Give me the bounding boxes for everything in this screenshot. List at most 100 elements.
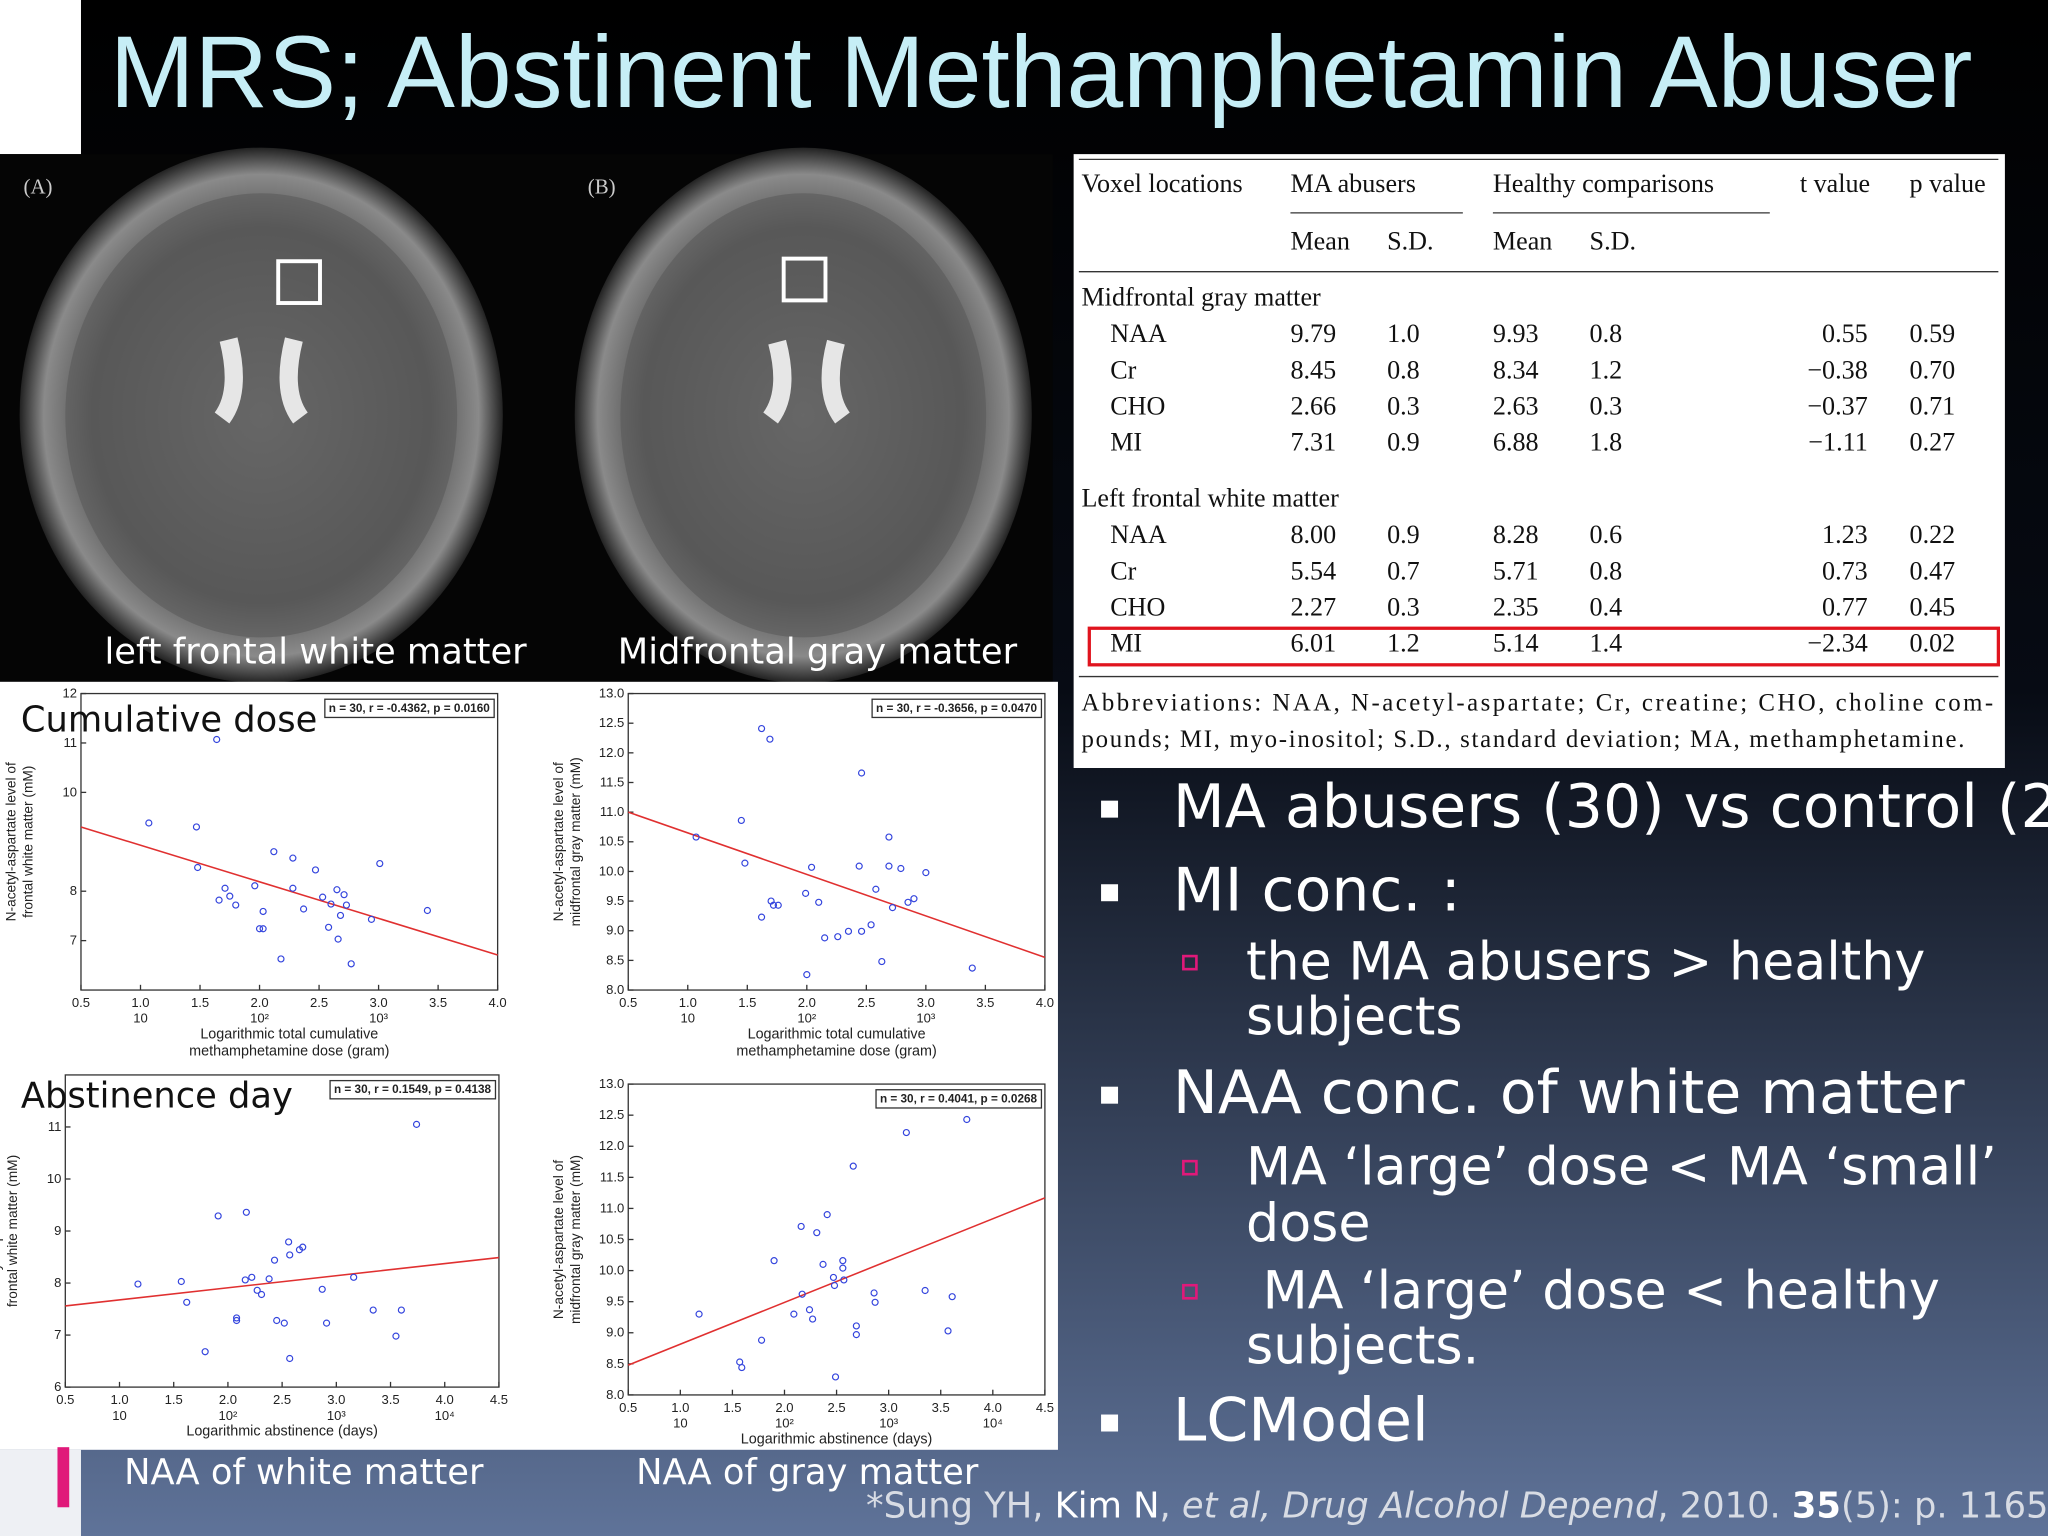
x-tick-label: 1.0: [679, 995, 697, 1010]
data-point: [367, 915, 376, 923]
data-point: [423, 906, 431, 915]
x-tick-label: 4.0: [489, 995, 507, 1010]
table-cell: −0.37: [1807, 392, 1867, 421]
table-cell: 0.73: [1822, 556, 1868, 585]
scatter-chart: 7 8 10 11 12 0.5 1.0 1.5 2.0 2.5 3.0 3.5 4.0 10 10² 10³…: [4, 685, 507, 1059]
citation-part: (5): p. 1165-73: [1841, 1486, 2048, 1527]
table-cell: Cr: [1110, 556, 1136, 585]
data-point: [922, 869, 930, 877]
sub-bullet-marker: [1182, 1159, 1198, 1176]
data-point: [968, 964, 976, 972]
sub-bullet-text: MA ‘large’ dose < MA ‘small’: [1246, 1138, 1997, 1198]
x-tick-label: 1.5: [723, 1400, 741, 1415]
x-tick-label: 0.5: [619, 1400, 637, 1415]
sub-bullet-text: subjects.: [1246, 1317, 1479, 1377]
subcolumn-header: S.D.: [1387, 226, 1433, 255]
data-point: [737, 816, 745, 825]
data-point: [232, 1316, 241, 1325]
data-point: [692, 833, 700, 841]
table-cell: 2.35: [1493, 592, 1539, 621]
table-cell: 0.22: [1910, 520, 1956, 549]
x-tick-label: 3.5: [429, 995, 447, 1010]
x-tick-label: 3.0: [880, 1400, 898, 1415]
data-point: [336, 911, 345, 920]
data-point: [849, 1162, 857, 1170]
data-point: [257, 1290, 266, 1299]
x-tick-label: 0.5: [72, 995, 90, 1010]
data-point: [340, 891, 348, 899]
panel-label: (B): [588, 174, 616, 198]
corner: [0, 0, 81, 155]
data-point: [852, 1322, 860, 1330]
data-point: [277, 955, 285, 963]
data-point: [757, 913, 766, 921]
table-cell: 5.71: [1493, 556, 1539, 585]
data-point: [333, 886, 341, 894]
chart-caption: NAA of white matter: [124, 1452, 484, 1493]
x2-tick-label: 10²: [250, 1011, 270, 1026]
table-cell: 0.47: [1910, 556, 1956, 585]
bullet-marker: [1101, 1086, 1119, 1104]
fit-line: [627, 1197, 1046, 1366]
data-point: [807, 863, 816, 871]
y-axis-label: frontal white matter (mM): [5, 1155, 20, 1307]
data-point: [921, 1286, 929, 1295]
citation-part: , 2010.: [1657, 1486, 1792, 1527]
data-point: [342, 901, 351, 909]
x-tick-label: 2.5: [857, 995, 875, 1010]
table-cell: 1.4: [1590, 629, 1623, 658]
data-point: [270, 1256, 279, 1264]
x2-tick-label: 10³: [327, 1408, 347, 1423]
table-cell: 0.02: [1910, 629, 1956, 658]
data-point: [963, 1115, 971, 1124]
x-tick-label: 3.0: [370, 995, 388, 1010]
y-tick-label: 12.0: [599, 745, 624, 760]
data-point: [878, 957, 886, 966]
table-cell: 0.7: [1387, 556, 1420, 585]
data-point: [289, 884, 297, 892]
sub-bullet-text: subjects: [1246, 987, 1463, 1047]
data-point: [885, 862, 893, 870]
mri-images: (A) (B) left frontal white matter Midfro…: [0, 147, 1053, 684]
y-tick-label: 8.5: [606, 952, 624, 967]
data-point: [870, 1289, 878, 1297]
data-point: [885, 833, 893, 841]
y-tick-label: 8.0: [606, 982, 624, 997]
y-tick-label: 11.0: [600, 1200, 624, 1215]
bullet-text: MI conc. :: [1173, 855, 1461, 925]
data-point: [299, 1243, 307, 1251]
x-tick-label: 2.0: [219, 1392, 237, 1407]
x-axis-label: Logarithmic abstinence (days): [741, 1431, 933, 1447]
data-point: [270, 848, 278, 856]
data-point: [192, 823, 201, 831]
x-tick-label: 0.5: [56, 1392, 74, 1407]
bullet-marker: [1101, 800, 1119, 818]
accent-bar: [57, 1447, 70, 1508]
citation-part: ,: [1160, 1486, 1182, 1527]
y-tick-label: 11.5: [600, 1169, 624, 1184]
bullet-text: MA abusers (30) vs control (20): [1173, 772, 2048, 842]
data-point: [774, 901, 782, 909]
stats-text: n = 30, r = 0.1549, p = 0.4138: [334, 1083, 492, 1096]
y-axis-label: N-acetyl-aspartate level of: [551, 762, 566, 921]
x-axis-label: methamphetamine dose (gram): [736, 1043, 936, 1059]
data-point: [803, 971, 811, 979]
x-tick-label: 2.5: [273, 1392, 291, 1407]
y-tick-label: 8.0: [606, 1387, 624, 1402]
scatter-panel: 7 8 10 11 12 0.5 1.0 1.5 2.0 2.5 3.0 3.5 4.0 10 10² 10³…: [0, 681, 1058, 1450]
x-tick-label: 2.0: [775, 1400, 793, 1415]
table-cell: 0.8: [1590, 319, 1623, 348]
data-point: [232, 1314, 241, 1322]
y-tick-label: 10.5: [599, 1231, 624, 1246]
table-cell: 0.9: [1387, 520, 1420, 549]
y-axis-label: midfrontal gray matter (mM): [568, 757, 583, 926]
scatter-chart: 8.0 8.5 9.0 9.5 10.0 10.5 11.0 11.5 12.0 12.5 13.0…: [551, 685, 1054, 1059]
table-cell: CHO: [1110, 392, 1165, 421]
x-tick-label: 2.0: [798, 995, 816, 1010]
data-point: [412, 1120, 421, 1128]
x-tick-label: 4.0: [984, 1400, 1002, 1415]
x-tick-label: 1.0: [671, 1400, 689, 1415]
table-cell: 8.00: [1290, 520, 1336, 549]
x2-tick-label: 10: [112, 1408, 127, 1423]
data-point: [834, 933, 842, 941]
